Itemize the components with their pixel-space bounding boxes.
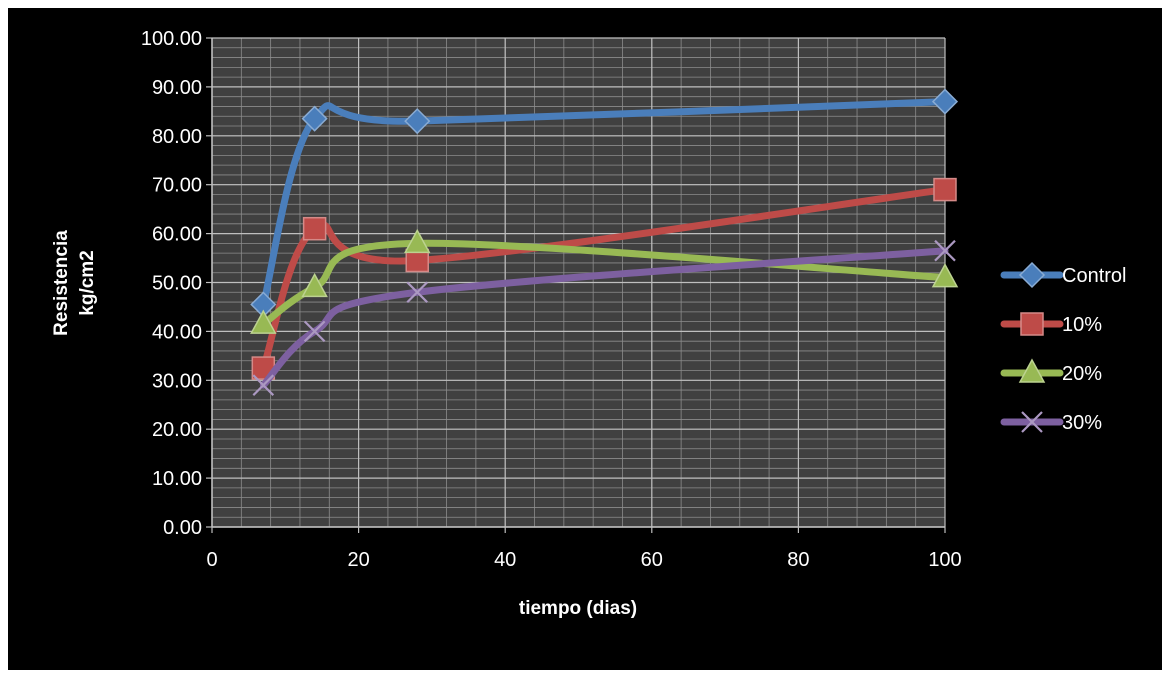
x-axis-title: tiempo (dias)	[519, 598, 637, 619]
y-tick-label: 50.00	[152, 273, 202, 295]
data-point	[403, 228, 431, 254]
data-point	[406, 281, 429, 304]
x-tick-label: 0	[206, 549, 217, 571]
chart-area: 0.00 10.00 20.00 30.00 40.00 50.00 60.00 70.00 8…	[8, 8, 1162, 670]
data-point	[931, 88, 959, 115]
data-point	[404, 108, 431, 135]
series-layer	[250, 88, 959, 396]
legend-label: 20%	[1062, 363, 1102, 385]
series-20%	[250, 228, 959, 334]
x-axis-tick-labels: 0 20 40 60 80 100	[206, 549, 961, 571]
legend-swatch-marker	[1018, 261, 1046, 289]
data-point	[934, 239, 956, 262]
legend-label: Control	[1062, 265, 1126, 287]
x-tick-label: 100	[928, 549, 961, 571]
data-point	[250, 309, 277, 334]
series-10%	[251, 177, 957, 380]
y-tick-label: 10.00	[152, 468, 202, 490]
legend-item: Control	[1000, 261, 1126, 289]
legend-item: 10%	[1000, 312, 1102, 336]
data-point	[303, 320, 326, 343]
legend-swatch-marker	[1021, 411, 1043, 433]
legend-swatch-marker	[1018, 358, 1046, 383]
series-line	[259, 98, 949, 309]
legend-item: 20%	[1000, 358, 1102, 385]
legend-swatch-marker	[1020, 312, 1044, 336]
x-tick-label: 40	[494, 549, 516, 571]
major-gridlines	[211, 37, 946, 528]
data-point	[301, 272, 328, 298]
y-tick-label: 60.00	[152, 224, 202, 246]
line-chart: 0.00 10.00 20.00 30.00 40.00 50.00 60.00 70.00 8…	[51, 28, 1126, 619]
y-tick-label: 0.00	[163, 517, 202, 539]
x-tick-label: 20	[347, 549, 369, 571]
x-tick-label: 60	[641, 549, 663, 571]
legend-label: 10%	[1062, 314, 1102, 336]
y-axis-title-line-2: kg/cm2	[77, 250, 98, 315]
y-tick-label: 100.00	[141, 28, 202, 50]
y-axis-title-line-1: Resistencia	[51, 230, 72, 336]
series-line	[259, 186, 949, 372]
y-tick-label: 20.00	[152, 419, 202, 441]
series-30%	[252, 239, 956, 396]
y-axis-title: Resistencia kg/cm2	[51, 230, 98, 336]
data-point	[931, 263, 959, 288]
x-tick-label: 80	[787, 549, 809, 571]
y-axis-tick-labels: 0.00 10.00 20.00 30.00 40.00 50.00 60.00 70.00 8…	[141, 28, 202, 539]
axes	[206, 37, 946, 533]
y-tick-label: 80.00	[152, 126, 202, 148]
y-tick-label: 70.00	[152, 175, 202, 197]
legend: Control 10% 20% 30%	[1000, 261, 1126, 434]
data-point	[302, 216, 327, 241]
data-point	[933, 177, 957, 202]
legend-item: 30%	[1000, 411, 1102, 434]
data-point	[252, 374, 275, 396]
y-tick-label: 30.00	[152, 370, 202, 392]
y-tick-label: 40.00	[152, 321, 202, 343]
y-tick-label: 90.00	[152, 77, 202, 99]
data-point	[301, 105, 328, 132]
legend-label: 30%	[1062, 412, 1102, 434]
